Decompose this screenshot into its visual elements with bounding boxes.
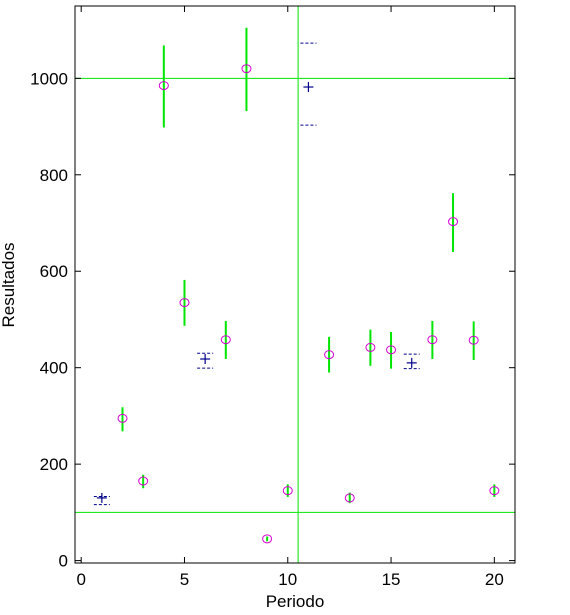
secondary-point [300,42,317,126]
data-point [220,335,231,345]
data-point [241,64,252,74]
data-point [386,345,397,355]
data-point [179,298,190,308]
y-tick-label: 1000 [30,69,68,88]
secondary-point [403,353,420,370]
secondary-point [93,492,110,506]
secondary-point [197,352,214,369]
data-point [138,476,149,486]
y-tick-label: 200 [40,455,68,474]
error-bars [121,27,496,542]
data-point [448,217,459,227]
x-tick-label: 0 [76,570,85,589]
data-point [324,350,335,360]
x-tick-label: 5 [180,570,189,589]
data-point [117,413,128,423]
data-markers [117,64,500,544]
data-point [365,342,376,352]
x-tick-label: 20 [485,570,504,589]
plot-frame [74,5,516,564]
x-axis-ticks: 0 5 10 15 20 [76,6,504,589]
y-tick-label: 0 [59,552,68,571]
secondary-markers [93,42,420,506]
y-axis-label: Resultados [0,242,18,327]
y-tick-label: 600 [40,262,68,281]
x-tick-label: 10 [278,570,297,589]
data-point [282,486,293,496]
data-point [468,335,479,345]
x-tick-label: 15 [382,570,401,589]
x-axis-label: Periodo [266,592,325,610]
data-point [262,534,273,544]
reference-lines [75,6,515,563]
y-axis-ticks: 0 200 400 600 800 1000 [30,69,515,571]
data-point [158,81,169,91]
data-point [344,493,355,503]
data-point [489,486,500,496]
data-point [427,335,438,345]
y-tick-label: 800 [40,166,68,185]
y-tick-label: 400 [40,359,68,378]
